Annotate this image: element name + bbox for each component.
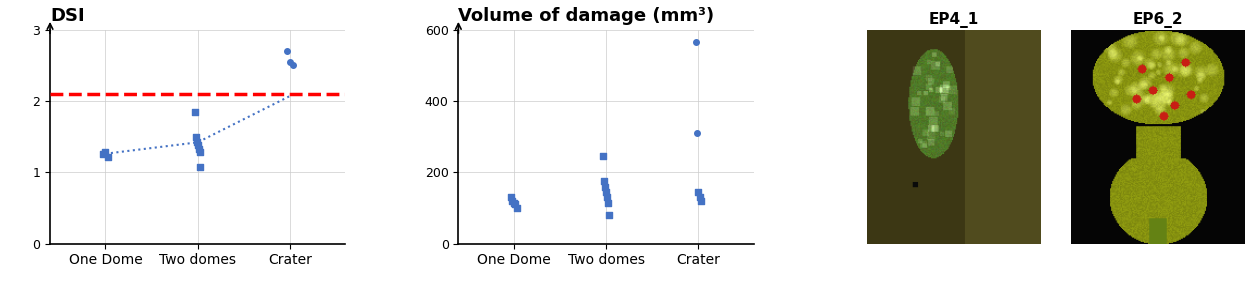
Point [278, 49, 298, 53]
Point [688, 189, 708, 194]
Point [500, 195, 520, 200]
Point [190, 164, 210, 169]
Point [505, 202, 525, 207]
Point [507, 206, 527, 210]
Point [503, 198, 523, 203]
Point [594, 179, 614, 184]
Point [686, 40, 706, 45]
Point [190, 150, 210, 155]
Point [595, 184, 615, 189]
Point [689, 195, 709, 200]
Title: EP4_1: EP4_1 [928, 12, 978, 28]
Point [687, 131, 707, 135]
Point [95, 150, 115, 155]
Point [280, 59, 300, 64]
Point [186, 134, 206, 139]
Text: Volume of damage (mm³): Volume of damage (mm³) [458, 7, 714, 25]
Point [185, 109, 205, 114]
Point [186, 140, 206, 145]
Point [93, 152, 113, 157]
Point [597, 195, 617, 200]
Point [599, 213, 619, 217]
Point [598, 200, 618, 205]
Point [283, 63, 303, 68]
Point [593, 154, 613, 159]
Point [189, 147, 209, 152]
Point [504, 200, 524, 205]
Point [188, 143, 208, 148]
Point [98, 154, 118, 159]
Text: DSI: DSI [50, 7, 85, 25]
Point [595, 189, 615, 194]
Point [691, 198, 711, 203]
Title: EP6_2: EP6_2 [1132, 12, 1183, 28]
